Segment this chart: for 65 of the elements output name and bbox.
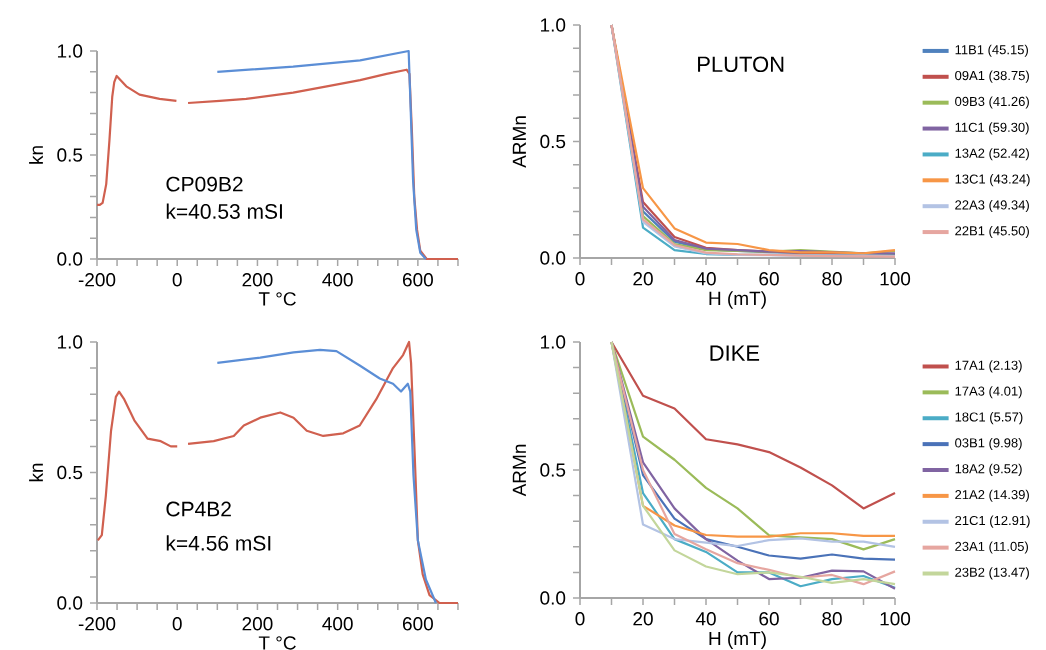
x-tick-label: 400	[322, 617, 353, 631]
annotation: k=40.53 mSI	[166, 203, 282, 219]
x-tick-label: 200	[242, 617, 273, 631]
text: PLUTON	[698, 56, 784, 73]
x-tick-label: 60	[759, 612, 779, 626]
x-tick-label: 40	[695, 272, 716, 286]
x-tick-label: 100	[880, 272, 911, 286]
annotation: CP09B2	[166, 176, 243, 192]
legend-label: 09B3 (41.26)	[955, 96, 1029, 109]
y-tick-label: 0.5	[57, 148, 83, 162]
x-axis-title: H (mT)	[709, 291, 766, 309]
y-axis-title: kn	[29, 463, 43, 482]
legend-label: 21C1 (12.91)	[955, 515, 1030, 528]
x-tick-label: -200	[78, 273, 116, 287]
y-tick-label: 0.0	[57, 252, 83, 266]
x-tick-label: 100	[880, 612, 911, 626]
x-tick-label: 200	[242, 273, 273, 287]
legend-label: 17A1 (2.13)	[955, 360, 1022, 373]
y-tick-label: 0.0	[540, 251, 566, 265]
x-tick-label: 0	[575, 272, 585, 286]
x-tick-label: -200	[78, 617, 116, 631]
x-axis-title: H (mT)	[709, 631, 766, 649]
y-tick-label: 1.0	[57, 335, 83, 349]
x-axis-title: T °C	[258, 292, 296, 306]
legend-label: 22A3 (49.34)	[955, 200, 1029, 213]
x-tick-label: 80	[822, 272, 842, 286]
y-axis-title: kn	[29, 146, 43, 164]
legend-label: 22B1 (45.50)	[955, 225, 1029, 238]
legend-label: 23A1 (11.05)	[955, 541, 1028, 554]
y-tick-label: 0.0	[57, 596, 83, 610]
x-tick-label: 0	[575, 612, 585, 626]
y-tick-label: 1.0	[57, 44, 83, 58]
legend-label: 23B2 (13.47)	[955, 567, 1029, 580]
legend-label: 13C1 (43.24)	[955, 174, 1030, 187]
chart-title: DIKE	[710, 345, 760, 361]
legend-label: 03B1 (9.98)	[955, 437, 1022, 451]
legend-label: 18A2 (9.52)	[955, 463, 1022, 476]
annotation: CP4B2	[166, 501, 231, 517]
y-tick-label: 1.0	[540, 335, 566, 349]
x-tick-label: 40	[695, 612, 716, 626]
x-tick-label: 600	[402, 617, 433, 631]
x-tick-label: 80	[822, 612, 842, 626]
legend-label: 21A2 (14.39)	[955, 489, 1029, 502]
x-tick-label: 0	[172, 617, 182, 631]
x-tick-label: 0	[172, 273, 182, 287]
annotation: k=4.56 mSI	[166, 535, 271, 551]
legend-label: 11C1 (59.30)	[955, 122, 1029, 135]
x-tick-label: 20	[633, 612, 653, 626]
x-tick-label: 20	[633, 272, 653, 286]
x-tick-label: 400	[322, 273, 353, 287]
x-tick-label: 60	[759, 272, 779, 286]
y-tick-label: 1.0	[540, 18, 566, 32]
legend-label: 09A1 (38.75)	[955, 70, 1029, 83]
legend-label: 11B1 (45.15)	[955, 44, 1028, 57]
legend-label: 13A2 (52.42)	[955, 148, 1029, 161]
y-tick-label: 0.5	[57, 465, 83, 480]
legend-label: 17A3 (4.01)	[955, 386, 1022, 399]
y-tick-label: 0.5	[540, 463, 566, 477]
x-axis-title: T °C	[258, 636, 296, 650]
y-axis-title: ARMn	[512, 116, 526, 168]
y-tick-label: 0.0	[540, 591, 566, 605]
y-tick-label: 0.5	[540, 134, 566, 149]
x-tick-label: 600	[402, 273, 433, 287]
y-axis-title: ARMn	[512, 444, 526, 497]
legend-label: 18C1 (5.57)	[955, 412, 1023, 425]
